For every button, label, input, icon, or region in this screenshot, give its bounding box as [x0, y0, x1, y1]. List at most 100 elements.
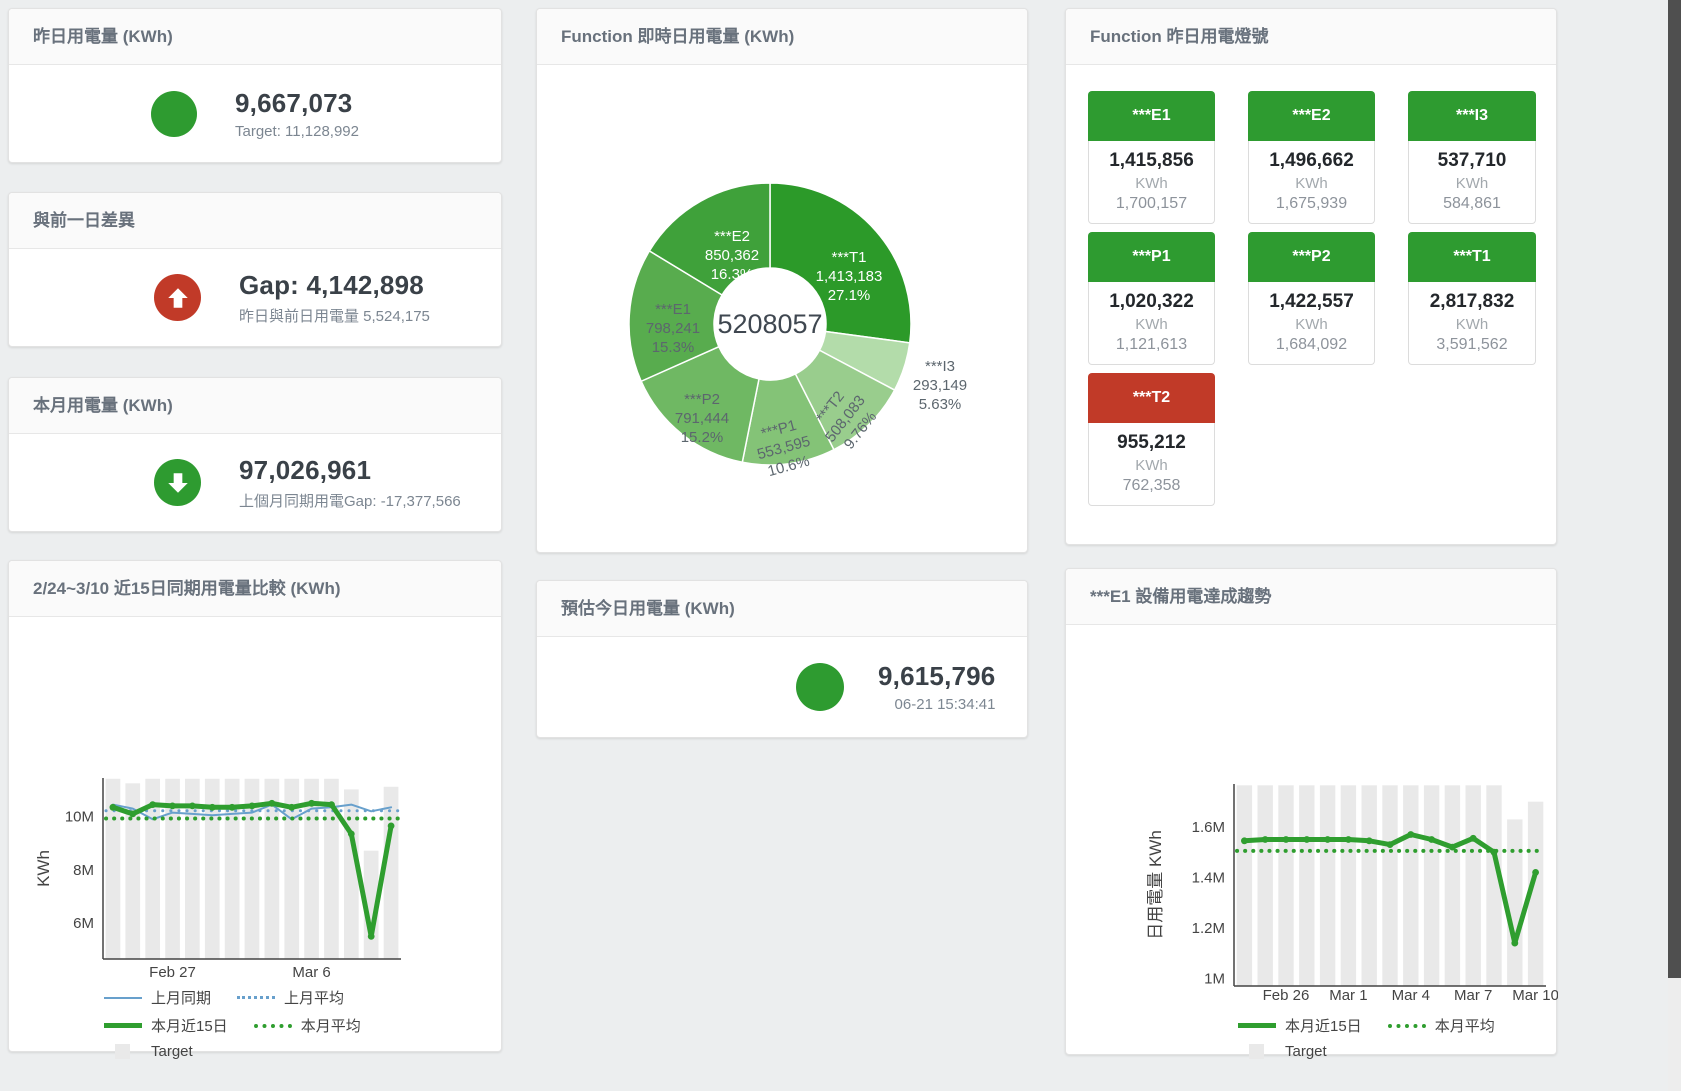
target-bar — [264, 778, 280, 959]
series-line — [111, 803, 393, 821]
light-tile: ***E1 1,415,856 KWh 1,700,157 — [1088, 91, 1215, 224]
light-tile-target: 1,684,092 — [1275, 336, 1348, 353]
down-arrow-icon — [154, 459, 201, 506]
legend-target-swatch — [1249, 1044, 1264, 1059]
kpi-body: 97,026,961 上個月同期用電Gap: -17,377,566 — [9, 434, 501, 531]
series-marker — [1303, 836, 1311, 843]
target-bar — [1299, 785, 1315, 986]
y-tick-label: 1.2M — [1192, 920, 1225, 937]
legend-item[interactable]: 本月平均 — [1387, 1015, 1495, 1036]
series-marker — [1261, 836, 1269, 843]
target-bar — [363, 850, 379, 959]
x-tick-label: Feb 27 — [149, 964, 196, 981]
kpi-value: 97,026,961 — [239, 454, 372, 485]
card-title: 與前一日差異 — [9, 193, 501, 249]
target-bar — [1507, 819, 1523, 986]
series-marker — [1532, 869, 1539, 876]
series-marker — [288, 803, 296, 811]
light-tile-header: ***I3 — [1408, 91, 1536, 141]
series-marker — [248, 802, 256, 810]
card-title: ***E1 設備用電達成趨勢 — [1066, 569, 1556, 625]
target-bar — [1403, 785, 1419, 986]
light-tile-value: 2,817,832 — [1429, 291, 1515, 312]
series-marker — [1386, 841, 1394, 848]
x-tick-label: Mar 1 — [1329, 987, 1367, 1004]
target-bar — [383, 786, 399, 959]
light-tile-target: 1,700,157 — [1115, 195, 1188, 212]
light-tile-unit: KWh — [1135, 175, 1168, 192]
card-estimate-today: 預估今日用電量 (KWh) 9,615,796 06-21 15:34:41 — [536, 580, 1028, 738]
scrollbar[interactable] — [1668, 0, 1681, 1091]
light-tile-header: ***P1 — [1088, 232, 1215, 282]
legend-item[interactable]: 本月平均 — [253, 1015, 361, 1036]
legend-line-swatch — [104, 1023, 142, 1028]
donut-slice-label: ***P2 791,444 15.2% — [675, 391, 729, 446]
y-axis-label: 日用電量 KWh — [1146, 830, 1165, 940]
card-title: 本月用電量 (KWh) — [9, 378, 501, 434]
light-tile-header: ***T1 — [1408, 232, 1536, 282]
legend-item[interactable]: 上月平均 — [237, 987, 344, 1008]
series-marker — [1469, 834, 1477, 842]
card-yesterday-usage: 昨日用電量 (KWh) 9,667,073 Target: 11,128,992 — [8, 8, 502, 163]
target-bar — [284, 778, 300, 959]
card-day-gap: 與前一日差異 Gap: 4,142,898 昨日與前日用電量 5,524,175 — [8, 192, 502, 347]
trend-chart-plot: 1M 1.2M 1.4M 1.6M Feb 26 Mar 1 Mar 4 Mar 7 Mar 1… — [1146, 784, 1559, 1004]
y-tick-label: 10M — [65, 809, 94, 826]
compare-chart-plot: 6M 8M 10M Feb 27 Mar 6 KWh — [34, 778, 401, 981]
legend-item[interactable]: 上月同期 — [104, 987, 211, 1008]
light-tile-unit: KWh — [1135, 457, 1168, 474]
y-axis-label: KWh — [34, 850, 53, 887]
light-tile-header: ***T2 — [1088, 373, 1215, 423]
series-marker — [189, 802, 196, 810]
x-tick-label: Mar 7 — [1454, 987, 1492, 1004]
legend-item[interactable]: Target — [104, 1043, 193, 1060]
kpi-subtitle: 06-21 15:34:41 — [894, 696, 996, 713]
light-tile-body: 2,817,832 KWh 3,591,562 — [1408, 282, 1536, 365]
legend-item[interactable]: 本月近15日 — [104, 1015, 228, 1036]
target-bar — [244, 778, 260, 959]
target-bar — [1278, 785, 1294, 986]
light-tile-target: 584,861 — [1443, 195, 1501, 212]
legend-label: 本月近15日 — [1285, 1018, 1362, 1035]
light-tile-body: 1,422,557 KWh 1,684,092 — [1248, 282, 1375, 365]
card-title: 昨日用電量 (KWh) — [9, 9, 501, 65]
series-marker — [149, 801, 157, 808]
x-tick-label: Mar 10 — [1512, 987, 1558, 1004]
light-tile: ***T1 2,817,832 KWh 3,591,562 — [1408, 232, 1536, 365]
target-bar — [185, 778, 200, 959]
kpi-body: Gap: 4,142,898 昨日與前日用電量 5,524,175 — [9, 249, 501, 346]
light-tile-body: 1,496,662 KWh 1,675,939 — [1248, 141, 1375, 224]
legend-item[interactable]: 本月近15日 — [1238, 1015, 1362, 1036]
card-title: Function 即時日用電量 (KWh) — [537, 9, 1027, 65]
series-marker — [1241, 837, 1248, 845]
series-marker — [1324, 836, 1331, 843]
light-tile-header: ***P2 — [1248, 232, 1375, 282]
light-tile-target: 1,121,613 — [1115, 336, 1188, 353]
legend-label: 本月平均 — [300, 1018, 361, 1035]
donut-slice-label: ***I3 293,149 5.63% — [913, 358, 967, 413]
donut-slice — [628, 249, 724, 383]
series-marker — [1282, 836, 1290, 843]
light-tile-body: 1,020,322 KWh 1,121,613 — [1088, 282, 1215, 365]
target-bar — [1236, 785, 1253, 986]
y-tick-label: 1.4M — [1192, 869, 1225, 886]
legend-item[interactable]: Target — [1238, 1043, 1327, 1060]
scrollbar-thumb[interactable] — [1668, 0, 1681, 978]
target-bar — [1319, 785, 1336, 986]
target-bar — [105, 778, 121, 959]
legend-label: 上月同期 — [151, 990, 212, 1007]
donut-center-total: 5208057 — [717, 309, 822, 339]
target-bar — [165, 778, 180, 959]
series-marker — [1407, 831, 1415, 838]
trend-chart-legend: 本月近15日 本月平均 Target — [1238, 1015, 1495, 1060]
series-marker — [367, 933, 375, 940]
series-marker — [347, 830, 355, 838]
series-marker — [387, 822, 395, 830]
legend-label: 本月近15日 — [151, 1018, 228, 1035]
light-tile: ***I3 537,710 KWh 584,861 — [1408, 91, 1536, 224]
light-tile-unit: KWh — [1135, 316, 1168, 333]
kpi-body: 9,667,073 Target: 11,128,992 — [9, 65, 501, 162]
target-bar — [1423, 785, 1440, 986]
target-bar — [1340, 785, 1357, 986]
